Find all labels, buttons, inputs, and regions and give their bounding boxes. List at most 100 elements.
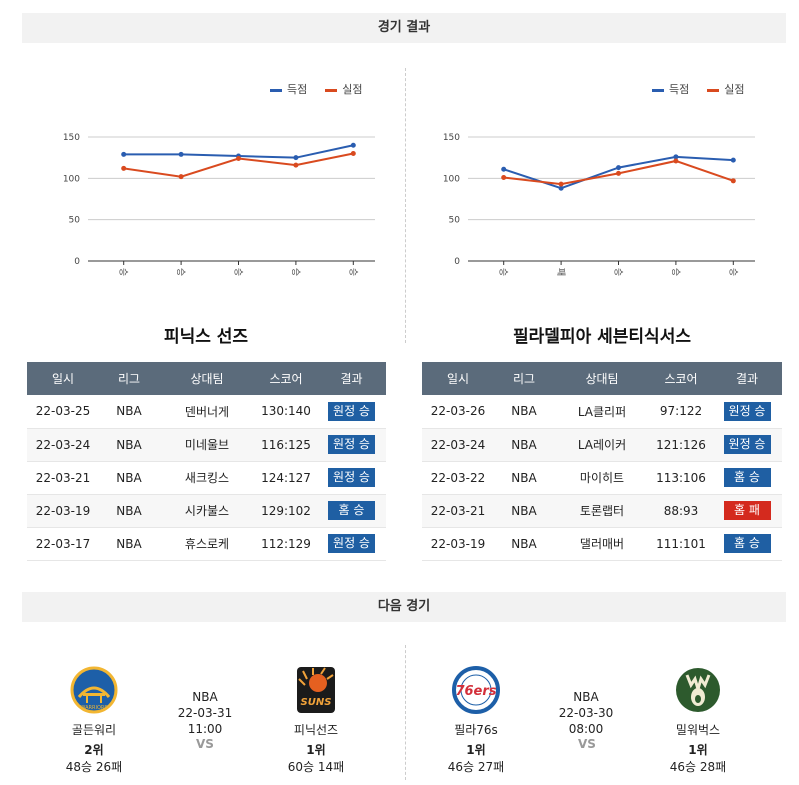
y-tick-label: 50	[449, 216, 461, 226]
next-left-match-info: NBA 22-03-31 11:00	[160, 689, 250, 737]
result-badge: 원정 승	[328, 435, 375, 454]
data-point-scored[interactable]	[178, 151, 184, 157]
data-point-conceded[interactable]	[121, 165, 127, 171]
col-opponent: 상대팀	[554, 362, 650, 395]
match-league: NBA	[192, 690, 218, 704]
col-league: 리그	[99, 362, 159, 395]
data-point-conceded[interactable]	[293, 162, 299, 168]
col-date: 일시	[422, 362, 494, 395]
cell-score: 113:106	[650, 461, 712, 495]
team-record: 60승 14패	[287, 760, 345, 774]
team-rank: 1위	[306, 743, 326, 757]
data-point-scored[interactable]	[121, 151, 127, 157]
result-badge: 홈 승	[723, 468, 771, 487]
x-tick-label: 승	[233, 268, 244, 276]
next-divider	[405, 645, 406, 780]
data-point-scored[interactable]	[293, 155, 299, 161]
cell-opponent: 새크킹스	[159, 461, 255, 495]
next-left-home-team[interactable]: WARRIORS 골든워리 2위 48승 26패	[58, 665, 130, 775]
cell-score: 129:102	[255, 494, 317, 528]
cell-opponent: 덴버너게	[159, 395, 255, 429]
data-point-conceded[interactable]	[558, 181, 564, 187]
cell-score: 130:140	[255, 395, 317, 429]
col-opponent: 상대팀	[159, 362, 255, 395]
result-badge: 원정 승	[723, 401, 771, 421]
data-point-conceded[interactable]	[350, 151, 356, 157]
data-point-conceded[interactable]	[236, 155, 241, 161]
cell-result: 원정 승	[712, 428, 782, 462]
x-tick-label: 승	[347, 268, 358, 276]
cell-date: 22-03-21	[27, 461, 99, 495]
table-row: 22-03-21 NBA 토론랩터 88:93 홈 패	[422, 494, 782, 528]
y-tick-label: 50	[69, 216, 81, 226]
legend-scored: 득점	[652, 81, 689, 97]
cell-league: NBA	[99, 527, 159, 561]
cell-result: 홈 승	[712, 527, 782, 561]
data-point-conceded[interactable]	[673, 158, 679, 164]
col-result: 결과	[317, 362, 386, 395]
cell-result: 홈 승	[712, 461, 782, 495]
left-team-title: 피닉스 선즈	[163, 327, 249, 347]
table-row: 22-03-26 NBA LA클리퍼 97:122 원정 승	[422, 395, 782, 429]
team-name: 밀워벅스	[675, 723, 721, 737]
table-row: 22-03-25 NBA 덴버너게 130:140 원정 승	[27, 395, 386, 429]
data-point-scored[interactable]	[350, 142, 356, 148]
cell-score: 97:122	[650, 395, 712, 429]
cell-score: 121:126	[650, 428, 712, 462]
next-right-away-team[interactable]: 밀워벅스 1위 46승 28패	[662, 665, 734, 775]
cell-league: NBA	[99, 428, 159, 462]
data-point-scored[interactable]	[501, 166, 507, 172]
sixers-logo-icon: 76ers	[451, 665, 501, 715]
cell-score: 88:93	[650, 494, 712, 528]
data-point-conceded[interactable]	[730, 178, 736, 184]
vs-label: VS	[196, 737, 214, 751]
results-section-header: 경기 결과	[22, 13, 786, 43]
team-name: 피닉선즈	[293, 723, 339, 737]
left-results-table: 일시 리그 상대팀 스코어 결과 22-03-25 NBA 덴버너게 130:140 원…	[27, 362, 386, 561]
right-chart-legend: 득점 실점	[652, 81, 745, 97]
x-tick-label: 승	[670, 268, 681, 276]
cell-league: NBA	[494, 428, 554, 462]
data-point-conceded[interactable]	[616, 170, 621, 176]
cell-result: 원정 승	[317, 461, 386, 495]
next-left-away-team[interactable]: SUNS 피닉선즈 1위 60승 14패	[280, 665, 352, 775]
team-rank: 1위	[466, 743, 486, 757]
legend-conceded: 실점	[707, 81, 745, 97]
result-badge: 홈 승	[328, 501, 375, 520]
cell-opponent: LA클리퍼	[554, 395, 650, 429]
left-score-chart: 150 100 50 0 승 승 승 승 승	[63, 133, 375, 276]
cell-opponent: LA레이커	[554, 428, 650, 462]
svg-text:76ers: 76ers	[455, 684, 496, 699]
data-point-scored[interactable]	[673, 154, 679, 160]
team-name: 골든워리	[71, 723, 117, 737]
team-record: 46승 27패	[447, 760, 505, 774]
cell-date: 22-03-19	[27, 494, 99, 528]
data-point-conceded[interactable]	[178, 174, 184, 180]
legend-scored: 득점	[270, 81, 307, 97]
table-row: 22-03-22 NBA 마이히트 113:106 홈 승	[422, 461, 782, 495]
result-badge: 원정 승	[328, 468, 375, 487]
cell-opponent: 휴스로케	[159, 527, 255, 561]
x-tick-label: 승	[290, 268, 301, 276]
data-point-scored[interactable]	[558, 185, 564, 191]
data-point-scored[interactable]	[730, 157, 736, 163]
x-tick-label: 패	[555, 268, 566, 276]
cell-opponent: 댈러매버	[554, 527, 650, 561]
data-point-scored[interactable]	[616, 165, 621, 171]
cell-date: 22-03-26	[422, 395, 494, 429]
col-score: 스코어	[650, 362, 712, 395]
match-datetime: 22-03-30 08:00	[558, 706, 614, 736]
cell-opponent: 시카불스	[159, 494, 255, 528]
x-tick-label: 승	[727, 268, 738, 276]
y-tick-label: 100	[63, 174, 80, 184]
cell-score: 112:129	[255, 527, 317, 561]
table-row: 22-03-24 NBA LA레이커 121:126 원정 승	[422, 428, 782, 462]
result-badge: 원정 승	[723, 435, 771, 454]
table-row: 22-03-24 NBA 미네울브 116:125 원정 승	[27, 428, 386, 462]
result-badge: 원정 승	[328, 401, 375, 421]
suns-logo-icon: SUNS	[291, 665, 341, 715]
y-tick-label: 150	[63, 133, 80, 143]
next-right-home-team[interactable]: 76ers 필라76s 1위 46승 27패	[440, 665, 512, 775]
data-point-conceded[interactable]	[501, 175, 507, 181]
match-league: NBA	[573, 690, 599, 704]
